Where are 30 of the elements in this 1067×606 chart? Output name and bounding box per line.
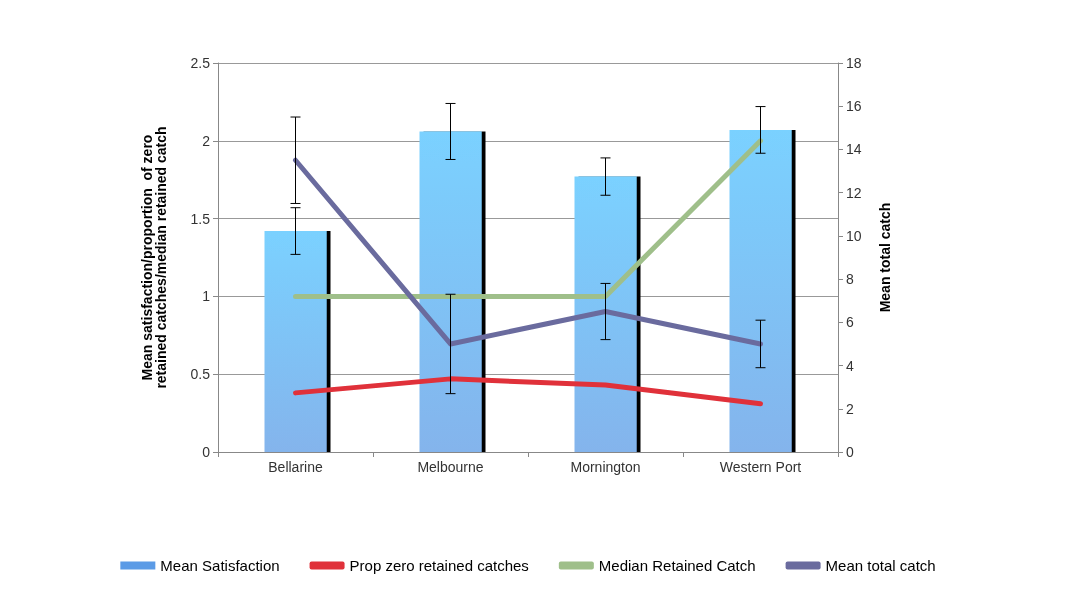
y-tick-label: 2.5 bbox=[190, 55, 211, 71]
y-tick-label: 0 bbox=[202, 444, 211, 460]
y-tick-label: 2 bbox=[202, 132, 211, 149]
y2-tick-label: 12 bbox=[846, 184, 862, 201]
y2-tick-label: 16 bbox=[846, 98, 862, 115]
y2-tick-label: 4 bbox=[846, 357, 854, 374]
y2-tick-label: 18 bbox=[846, 55, 862, 71]
x-tick-label: Western Port bbox=[719, 459, 802, 475]
bar bbox=[729, 129, 792, 452]
bar bbox=[419, 131, 482, 452]
y2-axis-title: Mean total catch bbox=[877, 202, 893, 313]
legend-label: Prop zero retained catches bbox=[349, 557, 529, 574]
bar bbox=[264, 231, 327, 452]
y-tick-label: 1.5 bbox=[190, 210, 211, 227]
legend-label: Median Retained Catch bbox=[598, 557, 756, 574]
legend-label: Mean total catch bbox=[825, 557, 936, 574]
bar bbox=[574, 176, 637, 452]
y2-tick-label: 14 bbox=[846, 141, 862, 158]
y-tick-label: 1 bbox=[202, 288, 211, 305]
x-tick-label: Mornington bbox=[570, 459, 641, 475]
y2-tick-label: 10 bbox=[846, 227, 862, 244]
x-tick-label: Melbourne bbox=[417, 459, 484, 475]
y2-tick-label: 2 bbox=[846, 400, 854, 417]
y-axis-title: Mean satisfaction/proportion of zero retained catches/median retained catch bbox=[139, 126, 169, 389]
y-tick-label: 0.5 bbox=[190, 366, 211, 383]
y2-tick-label: 8 bbox=[846, 271, 854, 288]
legend-label: Mean Satisfaction bbox=[160, 557, 280, 574]
y2-tick-label: 0 bbox=[846, 444, 854, 460]
x-tick-label: Bellarine bbox=[268, 459, 323, 475]
y2-tick-label: 6 bbox=[846, 314, 854, 331]
